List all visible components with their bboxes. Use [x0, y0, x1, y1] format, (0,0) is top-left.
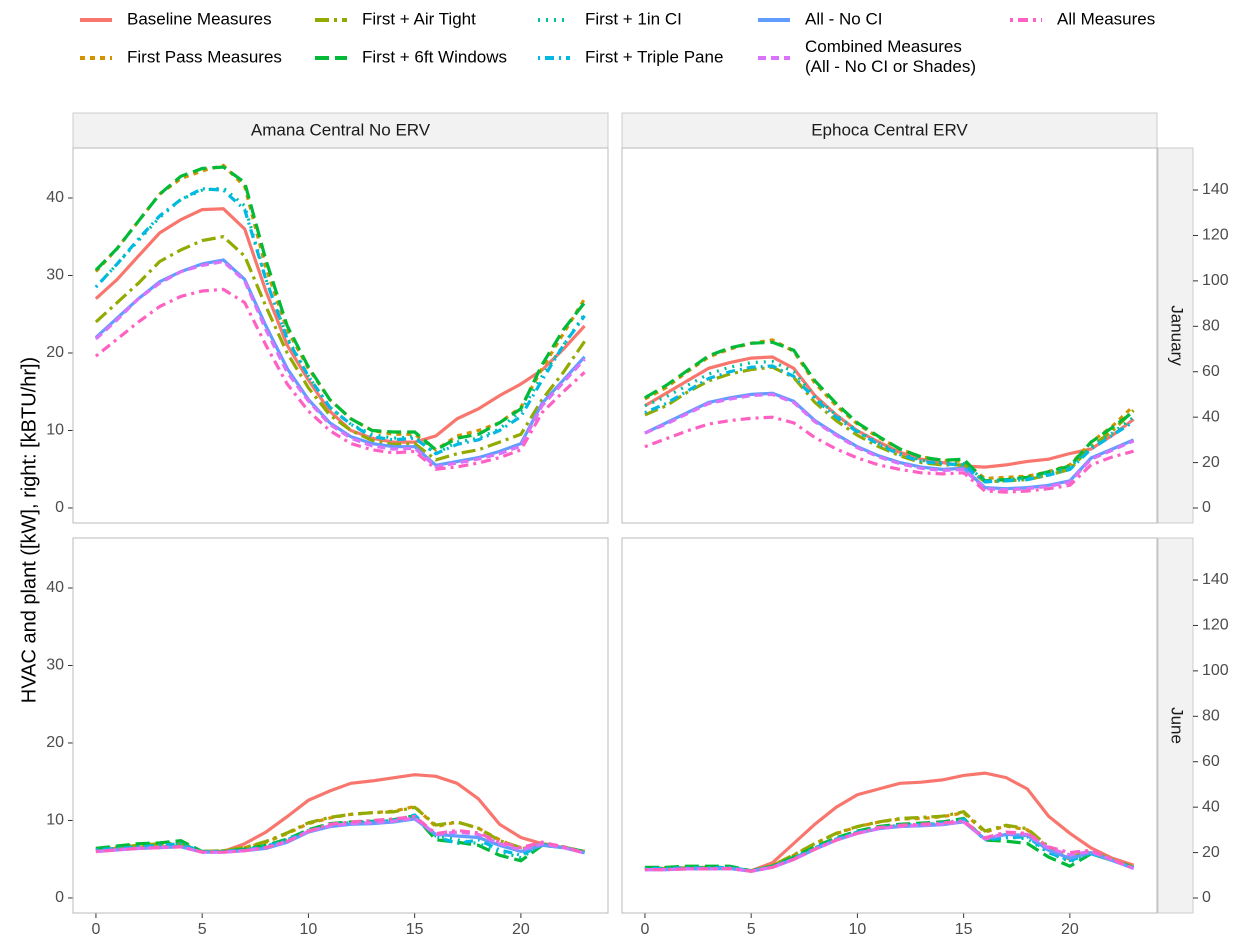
y2-tick-label: 100 [1202, 272, 1229, 289]
legend-label: First Pass Measures [127, 47, 282, 66]
panel [72, 537, 609, 914]
panel [621, 537, 1158, 914]
series-line [644, 355, 1135, 469]
series-line [644, 415, 1135, 494]
y-tick-label: 30 [46, 657, 64, 674]
series-line [94, 234, 586, 462]
row-strip-label: June [1168, 707, 1187, 744]
y2-tick-label: 20 [1202, 454, 1220, 471]
column-strip-label: Ephoca Central ERV [811, 120, 968, 139]
row-strip [1157, 147, 1194, 524]
series-line [644, 359, 1135, 483]
x-tick-label: 10 [300, 921, 318, 938]
row-strip-label: January [1168, 305, 1187, 366]
x-tick-label: 5 [747, 921, 756, 938]
legend-label: First + Triple Pane [585, 47, 723, 66]
row-strip [1157, 537, 1194, 914]
series-line [94, 186, 586, 456]
y-tick-label: 40 [46, 579, 64, 596]
x-tick-label: 0 [640, 921, 649, 938]
y2-tick-label: 80 [1202, 318, 1220, 335]
y2-tick-label: 20 [1202, 844, 1220, 861]
y2-tick-label: 100 [1202, 662, 1229, 679]
legend-label: All - No CI [805, 9, 882, 28]
series-line [95, 814, 585, 863]
series-line [95, 814, 585, 860]
column-strip [72, 112, 609, 149]
y-tick-label: 20 [46, 344, 64, 361]
panel [621, 147, 1158, 524]
y-tick-label: 10 [46, 422, 64, 439]
series-line [95, 814, 586, 855]
y2-tick-label: 40 [1202, 408, 1220, 425]
legend-label: All Measures [1057, 9, 1155, 28]
x-tick-label: 0 [91, 921, 100, 938]
legend-label: Combined Measures (All - No CI or Shades) [805, 37, 976, 76]
series-line [644, 819, 1135, 873]
series-line [94, 165, 586, 452]
y-tick-label: 40 [46, 189, 64, 206]
y2-tick-label: 0 [1202, 499, 1211, 516]
y-tick-label: 30 [46, 267, 64, 284]
y2-tick-label: 120 [1202, 227, 1229, 244]
series-line [94, 287, 586, 471]
legend-label: First + Air Tight [362, 9, 476, 28]
series-line [94, 259, 586, 469]
y2-tick-label: 140 [1202, 181, 1229, 198]
x-tick-label: 15 [955, 921, 973, 938]
y2-tick-label: 40 [1202, 798, 1220, 815]
legend-label: First + 1in CI [585, 9, 682, 28]
y2-tick-label: 60 [1202, 363, 1220, 380]
x-tick-label: 5 [198, 921, 207, 938]
series-line [94, 187, 586, 456]
y-tick-label: 0 [55, 499, 64, 516]
y2-tick-label: 80 [1202, 708, 1220, 725]
legend-label: Baseline Measures [127, 9, 272, 28]
y2-tick-label: 60 [1202, 753, 1220, 770]
x-tick-label: 20 [1061, 921, 1079, 938]
y-axis-label: HVAC and plant ([kW], right: [kBTU/hr]) [18, 357, 40, 703]
y-tick-label: 20 [46, 734, 64, 751]
x-tick-label: 15 [406, 921, 424, 938]
x-tick-label: 20 [512, 921, 530, 938]
y-tick-label: 0 [55, 889, 64, 906]
y-tick-label: 10 [46, 812, 64, 829]
y2-tick-label: 120 [1202, 617, 1229, 634]
series-line [644, 392, 1135, 492]
series-line [644, 364, 1135, 484]
y2-tick-label: 0 [1202, 889, 1211, 906]
column-strip-label: Amana Central No ERV [251, 120, 431, 139]
panel [72, 147, 609, 524]
x-tick-label: 10 [849, 921, 867, 938]
y2-tick-label: 140 [1202, 571, 1229, 588]
legend-label: First + 6ft Windows [362, 47, 507, 66]
